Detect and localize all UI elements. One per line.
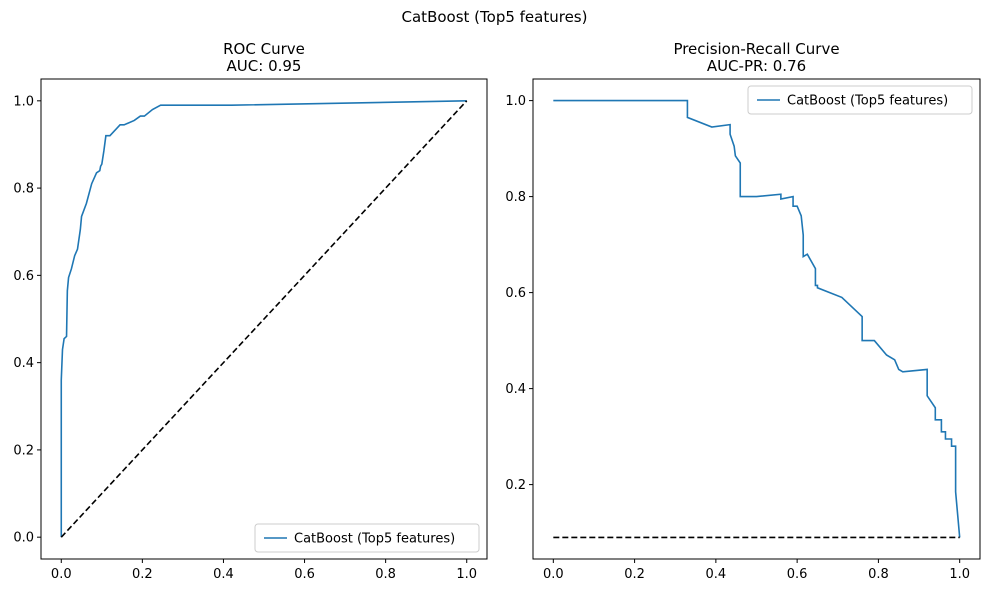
pr-legend: CatBoost (Top5 features) xyxy=(747,85,973,115)
pr-legend-label: CatBoost (Top5 features) xyxy=(787,94,948,109)
roc-y-tick-label: 1.0 xyxy=(13,94,34,109)
pr-x-tick-label: 0.6 xyxy=(787,567,808,582)
pr-legend-box xyxy=(747,85,973,115)
roc-legend: CatBoost (Top5 features) xyxy=(254,523,480,553)
pr-x-tick-label: 1.0 xyxy=(949,567,970,582)
pr-subtitle: AUC-PR: 0.76 xyxy=(707,57,806,75)
roc-series-line xyxy=(60,100,467,538)
figure-suptitle: CatBoost (Top5 features) xyxy=(402,8,588,26)
pr-x-tick-label: 0.4 xyxy=(706,567,727,582)
pr-x-tick-label: 0.2 xyxy=(624,567,645,582)
roc-x-tick-label: 0.0 xyxy=(51,567,72,582)
pr-y-tick-label: 1.0 xyxy=(505,94,526,109)
roc-x-tick-label: 0.6 xyxy=(294,567,315,582)
roc-y-tick-label: 0.4 xyxy=(13,356,34,371)
roc-legend-box xyxy=(254,523,480,553)
roc-legend-label: CatBoost (Top5 features) xyxy=(294,532,455,547)
pr-title: Precision-Recall Curve xyxy=(673,40,839,58)
roc-y-tick-label: 0.6 xyxy=(13,269,34,284)
pr-x-tick-label: 0.8 xyxy=(868,567,889,582)
roc-baseline-dashed-line xyxy=(60,100,468,538)
pr-y-tick-label: 0.6 xyxy=(505,286,526,301)
roc-y-tick-label: 0.0 xyxy=(13,531,34,546)
roc-x-tick-label: 0.2 xyxy=(132,567,153,582)
roc-y-tick-label: 0.2 xyxy=(13,443,34,458)
pr-y-tick-label: 0.4 xyxy=(505,382,526,397)
roc-y-tick-label: 0.8 xyxy=(13,182,34,197)
roc-subtitle: AUC: 0.95 xyxy=(227,57,302,75)
roc-x-tick-label: 0.4 xyxy=(213,567,234,582)
pr-series-line xyxy=(553,99,961,538)
roc-title: ROC Curve xyxy=(223,40,305,58)
pr-y-tick-label: 0.8 xyxy=(505,190,526,205)
pr-x-tick-label: 0.0 xyxy=(543,567,564,582)
roc-x-tick-label: 0.8 xyxy=(375,567,396,582)
pr-y-tick-label: 0.2 xyxy=(505,478,526,493)
roc-x-tick-label: 1.0 xyxy=(456,567,477,582)
pr-axes-frame xyxy=(532,78,981,560)
roc-axes-frame xyxy=(40,78,488,560)
